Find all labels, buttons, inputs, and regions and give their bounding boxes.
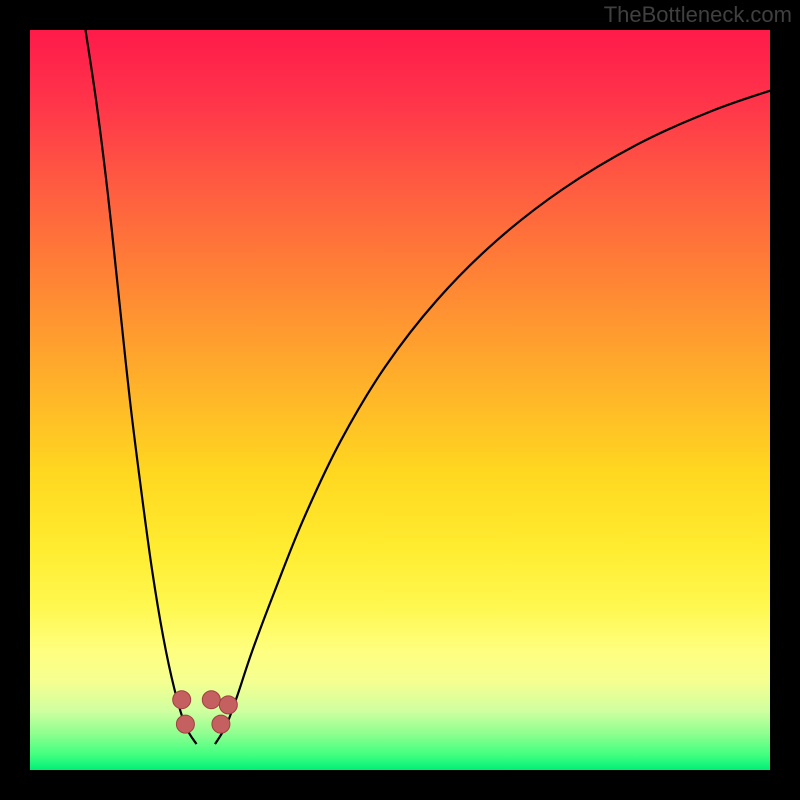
- marker-point: [219, 696, 237, 714]
- right-curve: [215, 91, 770, 744]
- curves-layer: [30, 30, 770, 770]
- marker-point: [202, 691, 220, 709]
- left-curve: [86, 30, 197, 744]
- marker-cluster: [173, 691, 238, 733]
- plot-area: [30, 30, 770, 770]
- marker-point: [176, 715, 194, 733]
- chart-container: TheBottleneck.com: [0, 0, 800, 800]
- watermark-text: TheBottleneck.com: [604, 2, 792, 28]
- marker-point: [212, 715, 230, 733]
- marker-point: [173, 691, 191, 709]
